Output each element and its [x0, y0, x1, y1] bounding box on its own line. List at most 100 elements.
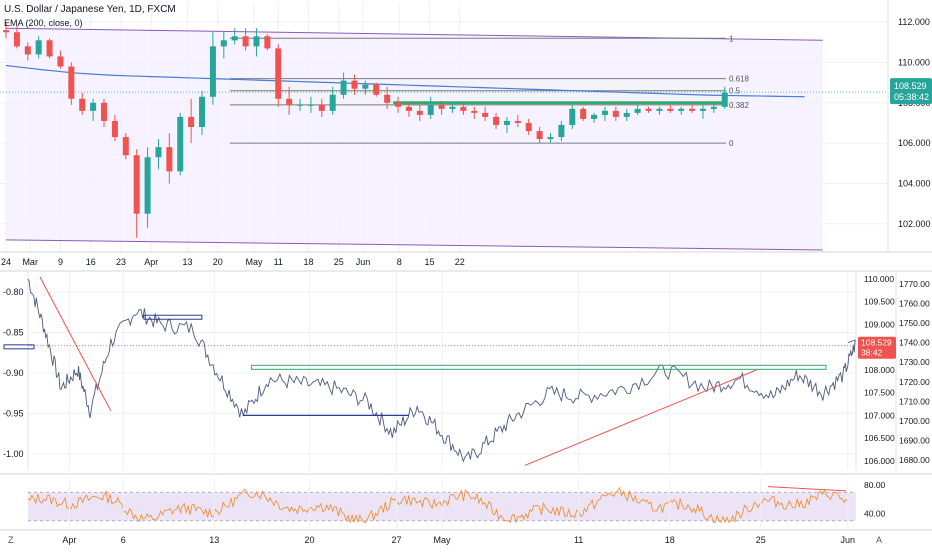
rsi-pane[interactable]: 80.00 40.00 Apr 6 13 20 27 May 11 18 25 Jun [0, 473, 932, 545]
x-tick-label-11: 11 [574, 535, 583, 545]
x-tick-label-13: 13 [182, 257, 192, 267]
candle-body [558, 124, 565, 138]
ema-200-line [5, 64, 805, 98]
candle-body [678, 108, 685, 111]
fib-level-label: 0.618 [729, 75, 750, 84]
candle-body [275, 48, 282, 99]
candle-body [373, 84, 380, 95]
fib-level-label: 0 [729, 139, 734, 148]
x-tick-label-11: 11 [274, 257, 283, 267]
candle-body [286, 98, 293, 105]
x-tick-label-18: 18 [303, 257, 313, 267]
y-tick-label: 102.000 [898, 219, 931, 229]
candle-body [547, 137, 554, 140]
fib-level-label: 0.382 [729, 101, 750, 110]
fib-level-label: 1 [729, 34, 734, 43]
x-tick-label-13: 13 [209, 535, 219, 545]
candle-body [438, 104, 445, 109]
candle-body [253, 36, 260, 47]
candle-body [297, 104, 304, 106]
candle-body [591, 114, 598, 119]
x-tick-label-8: 8 [397, 257, 402, 267]
candle-body [384, 94, 391, 103]
fib-level-label: 0.5 [729, 87, 741, 96]
right-tick-label: 106.500 [864, 433, 895, 443]
candle-body [242, 36, 249, 47]
comparison-pane[interactable]: -0.80 -0.85 -0.90 -0.95 -1.00 110.000 109.500 1… [0, 270, 932, 470]
x-tick-label-15: 15 [424, 257, 434, 267]
candle-body [395, 102, 402, 107]
right-tick-label: 109.000 [864, 319, 895, 329]
candle-body [111, 120, 118, 138]
candle-body [329, 94, 336, 111]
x-tick-label-May: May [433, 535, 451, 545]
candle-body [362, 84, 369, 89]
candle-body [503, 120, 510, 125]
y-tick-label: 112.000 [898, 17, 930, 27]
candle-body [721, 92, 728, 107]
candle-body [710, 106, 717, 109]
candle-body [68, 66, 75, 99]
last-price-tag [858, 336, 896, 359]
y-tick-label: 104.000 [898, 178, 931, 188]
price-pane[interactable]: 24 Mar 9 16 23 Apr 13 20 May 11 18 25 Jun 8 15 22 102.00… [0, 0, 932, 267]
auto-scale-button[interactable]: A [876, 535, 883, 545]
candle-body [24, 46, 31, 55]
candle-body [209, 46, 216, 97]
far-right-tick-label: 1720.00 [899, 377, 930, 387]
x-tick-label-Apr: Apr [144, 257, 158, 267]
candle-body [166, 147, 173, 172]
right-tick-label: 110.000 [864, 274, 894, 284]
countdown-value: 05:38:42 [894, 92, 929, 102]
x-tick-label-16: 16 [86, 257, 96, 267]
symbol-title[interactable]: U.S. Dollar / Japanese Yen, 1D, FXCM [4, 4, 176, 15]
candle-body [351, 80, 358, 89]
left-range-box [3, 344, 35, 350]
far-right-tick-label: 1680.00 [899, 455, 930, 465]
candle-body [645, 108, 652, 111]
last-price-value: 108.529 [861, 338, 892, 348]
candle-body [601, 110, 608, 115]
zoom-button[interactable]: Z [8, 535, 14, 545]
candle-body [471, 110, 478, 113]
last-price-value: 108.529 [894, 81, 927, 91]
left-tick-label: -0.85 [3, 328, 24, 338]
far-right-tick-label: 1740.00 [899, 338, 930, 348]
right-tick-label: 109.500 [864, 297, 895, 307]
resistance-box [251, 364, 827, 370]
x-tick-label-20: 20 [213, 257, 223, 267]
left-tick-label: -0.95 [3, 408, 24, 418]
candle-body [514, 120, 521, 123]
candle-body [460, 106, 467, 111]
candle-body [188, 116, 195, 127]
ema-legend[interactable]: EMA (200, close, 0) [4, 18, 83, 28]
far-right-tick-label: 1760.00 [899, 299, 930, 309]
x-tick-label-18: 18 [665, 535, 675, 545]
x-tick-label-May: May [246, 257, 264, 267]
x-tick-label-Jun: Jun [840, 535, 855, 545]
right-tick-label: 108.000 [864, 365, 895, 375]
candle-body [199, 96, 206, 127]
candle-body [449, 106, 456, 109]
x-tick-label-25: 25 [756, 535, 766, 545]
rsi-line [27, 486, 849, 524]
candle-body [427, 104, 434, 115]
candle-body [318, 104, 325, 111]
candle-body [177, 116, 184, 172]
candle-body [623, 112, 630, 117]
y-tick-label: 106.000 [898, 138, 931, 148]
far-right-tick-label: 1770.00 [899, 279, 930, 289]
channel-lower-line [5, 239, 823, 251]
candle-body [405, 106, 412, 111]
candle-body [133, 155, 140, 214]
candle-body [656, 108, 663, 111]
candle-body [3, 30, 9, 33]
candle-body [340, 80, 347, 95]
candle-body [307, 104, 314, 106]
far-right-tick-label: 1700.00 [899, 416, 930, 426]
x-tick-label-Mar: Mar [22, 257, 38, 267]
candle-body [525, 122, 532, 132]
candle-body [699, 108, 706, 111]
